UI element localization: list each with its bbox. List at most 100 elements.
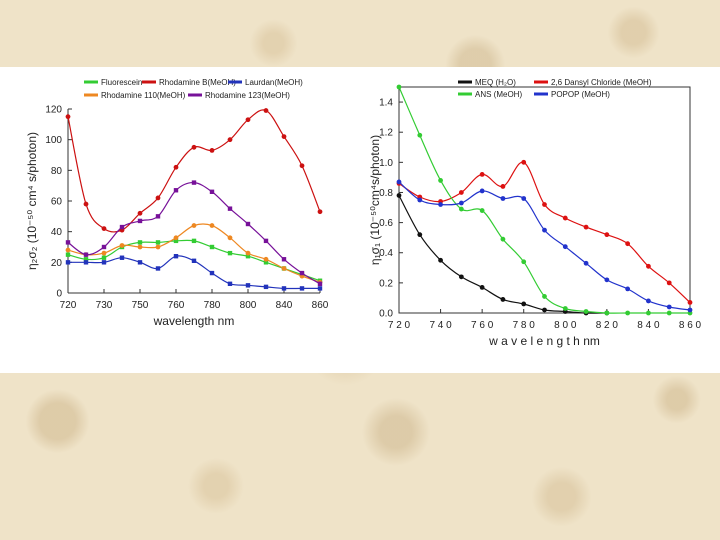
left-y-tick-label: 20: [51, 258, 63, 269]
right-data-point: [604, 277, 610, 283]
left-data-point: [281, 257, 287, 262]
right-y-tick-label: 0.0: [379, 309, 393, 320]
left-data-point: [101, 260, 107, 265]
left-data-point: [209, 244, 215, 250]
left-y-tick-label: 120: [45, 105, 62, 116]
left-data-point: [245, 283, 251, 288]
left-data-point: [299, 163, 305, 169]
left-data-point: [173, 235, 179, 241]
right-data-point: [666, 310, 672, 316]
left-data-point: [191, 180, 197, 185]
left-x-tick-label: 750: [132, 300, 149, 311]
right-data-point: [666, 304, 672, 310]
right-y-tick-label: 1.2: [379, 128, 393, 139]
right-data-point: [500, 297, 506, 302]
left-data-point: [245, 221, 251, 227]
left-data-point: [191, 258, 197, 263]
left-y-tick-label: 0: [56, 289, 62, 300]
left-data-point: [137, 244, 143, 250]
left-data-point: [281, 266, 287, 271]
left-data-point: [137, 210, 143, 216]
right-x-tick-label: 8 2 0: [596, 320, 619, 331]
right-data-point: [583, 260, 589, 266]
right-data-point: [521, 259, 527, 265]
left-x-tick-label: 840: [276, 300, 293, 311]
right-legend-entry: ANS (MeOH): [475, 90, 522, 99]
right-data-point: [583, 309, 589, 314]
left-data-point: [263, 260, 269, 265]
left-data-point: [173, 254, 179, 259]
right-data-point: [625, 310, 631, 316]
right-series-line: [398, 86, 690, 314]
right-y-tick-label: 0.4: [379, 248, 393, 259]
left-data-point: [119, 224, 125, 230]
left-x-tick-label: 800: [240, 300, 257, 311]
left-data-point: [209, 270, 215, 276]
right-y-tick-label: 0.8: [379, 188, 393, 199]
left-data-point: [101, 255, 107, 260]
left-y-axis-label: η₂σ₂ (10⁻⁵⁰ cm⁴ s/photon): [25, 132, 39, 270]
right-data-point: [687, 307, 693, 313]
left-data-point: [155, 195, 161, 201]
right-data-point: [500, 184, 506, 189]
left-y-tick-label: 80: [51, 166, 63, 177]
right-data-point: [417, 197, 423, 203]
right-data-point: [479, 208, 485, 213]
right-data-point: [521, 301, 527, 307]
left-data-point: [191, 144, 197, 150]
right-x-tick-label: 8 6 0: [679, 320, 702, 331]
left-data-point: [173, 188, 179, 193]
left-data-point: [245, 117, 251, 123]
left-data-point: [83, 260, 89, 265]
left-x-axis-label: wavelength nm: [153, 314, 235, 328]
right-legend-entry: MEQ (H₂O): [475, 78, 516, 87]
right-y-axis-label: η₁σ₁ (10⁻⁵⁰cm⁴s/photon): [368, 135, 382, 265]
left-data-point: [119, 243, 125, 248]
right-x-tick-label: 7 6 0: [471, 320, 494, 331]
right-data-point: [417, 132, 423, 138]
left-data-point: [155, 240, 161, 245]
left-data-point: [101, 226, 107, 232]
left-data-point: [263, 108, 269, 113]
right-data-point: [666, 280, 672, 286]
left-data-point: [227, 206, 233, 211]
left-data-point: [209, 223, 215, 228]
left-data-point: [83, 257, 89, 262]
right-x-tick-label: 8 0 0: [554, 320, 577, 331]
right-data-point: [625, 286, 631, 292]
left-x-tick-label: 720: [60, 300, 77, 311]
right-data-point: [604, 310, 610, 316]
left-data-point: [65, 240, 71, 245]
right-data-point: [542, 294, 547, 299]
left-data-point: [101, 250, 107, 256]
right-data-point: [438, 178, 443, 183]
left-data-point: [173, 164, 179, 170]
right-data-point: [604, 232, 610, 238]
left-series-line: [67, 109, 321, 233]
left-data-point: [227, 281, 233, 286]
right-data-point: [438, 257, 443, 263]
left-data-point: [65, 114, 71, 120]
right-data-point: [583, 224, 589, 230]
left-data-point: [263, 238, 269, 244]
left-data-point: [137, 260, 143, 265]
right-x-axis-label: w a v e l e n g t h nm: [488, 334, 600, 348]
left-x-tick-label: 860: [312, 300, 329, 311]
right-x-tick-label: 7 8 0: [513, 320, 536, 331]
left-data-point: [263, 284, 269, 290]
left-data-point: [227, 250, 233, 256]
left-data-point: [119, 255, 125, 260]
right-data-point: [542, 307, 547, 313]
left-data-point: [281, 134, 287, 139]
right-y-tick-label: 1.4: [379, 98, 393, 109]
right-data-point: [521, 196, 527, 201]
right-data-point: [417, 232, 423, 238]
right-data-point: [646, 310, 651, 316]
right-y-tick-label: 0.2: [379, 278, 393, 289]
left-legend-entry: Laurdan(MeOH): [245, 78, 303, 87]
left-data-point: [263, 256, 269, 262]
left-legend-entry: Rhodamine B(MeOH): [159, 78, 236, 87]
left-data-point: [137, 218, 143, 224]
left-data-point: [245, 254, 251, 259]
right-data-point: [500, 236, 506, 242]
